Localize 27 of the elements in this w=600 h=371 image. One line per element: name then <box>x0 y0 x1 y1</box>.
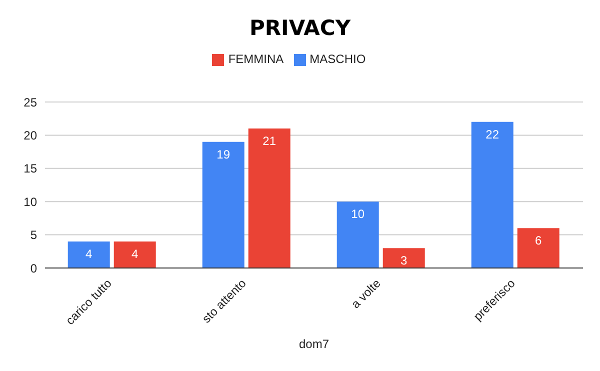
bar <box>202 142 244 268</box>
legend-label: MASCHIO <box>310 52 366 66</box>
data-label: 22 <box>486 127 500 142</box>
data-label: 21 <box>262 134 276 148</box>
data-label: 4 <box>132 246 139 261</box>
bar <box>248 128 290 268</box>
data-label: 3 <box>400 254 408 268</box>
data-label: 19 <box>216 147 230 162</box>
y-tick-label: 5 <box>30 228 38 242</box>
y-tick-label: 0 <box>30 261 38 276</box>
x-axis-title: dom7 <box>298 337 330 351</box>
chart-title: PRIVACY <box>248 16 352 40</box>
bar <box>517 228 560 268</box>
data-label: 6 <box>535 234 542 248</box>
bar <box>68 241 110 268</box>
y-tick-label: 25 <box>24 95 38 110</box>
bar <box>336 202 379 268</box>
legend-label: FEMMINA <box>228 52 284 66</box>
data-label: 4 <box>86 246 93 261</box>
x-tick-label: a volte <box>348 276 384 312</box>
data-label: 10 <box>351 207 365 222</box>
y-tick-label: 15 <box>24 162 38 176</box>
y-tick-label: 20 <box>24 128 38 142</box>
bar <box>114 241 156 268</box>
bar <box>382 248 425 268</box>
y-tick-label: 10 <box>24 194 38 209</box>
bar <box>471 122 514 268</box>
